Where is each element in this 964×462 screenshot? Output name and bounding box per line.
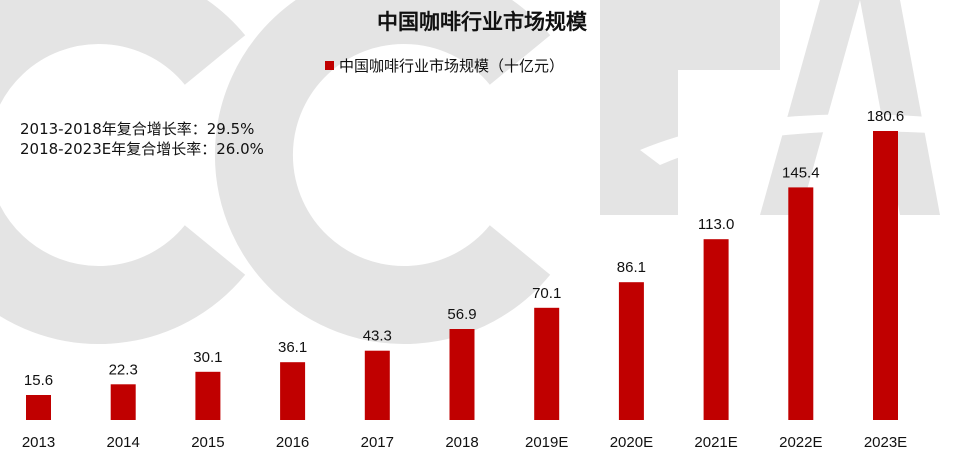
data-label-2013: 15.6	[24, 372, 53, 389]
data-label-2021E: 113.0	[698, 216, 734, 233]
x-tick-label-2016: 2016	[276, 434, 309, 451]
legend-swatch	[325, 60, 334, 70]
x-tick-label-2019E: 2019E	[525, 434, 568, 451]
bar-2023E	[873, 131, 898, 420]
bar-2013	[26, 395, 51, 420]
data-label-2019E: 70.1	[532, 285, 561, 302]
bar-2018	[449, 329, 475, 420]
bar-2021E	[703, 239, 729, 420]
x-tick-label-2018: 2018	[445, 434, 478, 451]
data-label-2023E: 180.6	[867, 108, 905, 125]
x-tick-label-2023E: 2023E	[864, 434, 907, 451]
bar-2014	[110, 384, 136, 420]
x-tick-label-2022E: 2022E	[779, 434, 822, 451]
data-label-2020E: 86.1	[617, 259, 646, 276]
bar-2016	[280, 362, 306, 420]
x-tick-label-2017: 2017	[361, 434, 394, 451]
bar-2017	[364, 350, 390, 420]
data-label-2022E: 145.4	[782, 164, 820, 181]
bar-2019E	[534, 307, 560, 420]
x-tick-label-2014: 2014	[107, 434, 140, 451]
data-label-2017: 43.3	[363, 328, 392, 345]
bar-2015	[195, 371, 221, 420]
data-label-2018: 56.9	[447, 306, 476, 323]
data-label-2015: 30.1	[193, 349, 222, 366]
cagr-note-2018-2023e: 2018-2023E年复合增长率：26.0%	[20, 140, 264, 158]
x-tick-label-2015: 2015	[191, 434, 224, 451]
x-tick-label-2020E: 2020E	[610, 434, 653, 451]
legend-label: 中国咖啡行业市场规模（十亿元）	[339, 56, 565, 75]
bar-2020E	[618, 282, 644, 420]
data-label-2014: 22.3	[109, 361, 138, 378]
cagr-note-2013-2018: 2013-2018年复合增长率：29.5%	[20, 120, 255, 138]
x-tick-label-2021E: 2021E	[694, 434, 737, 451]
data-label-2016: 36.1	[278, 339, 307, 356]
bar-2022E	[788, 187, 814, 420]
chart-title: 中国咖啡行业市场规模	[377, 10, 587, 34]
x-tick-label-2013: 2013	[22, 434, 55, 451]
legend: 中国咖啡行业市场规模（十亿元）	[325, 56, 565, 75]
